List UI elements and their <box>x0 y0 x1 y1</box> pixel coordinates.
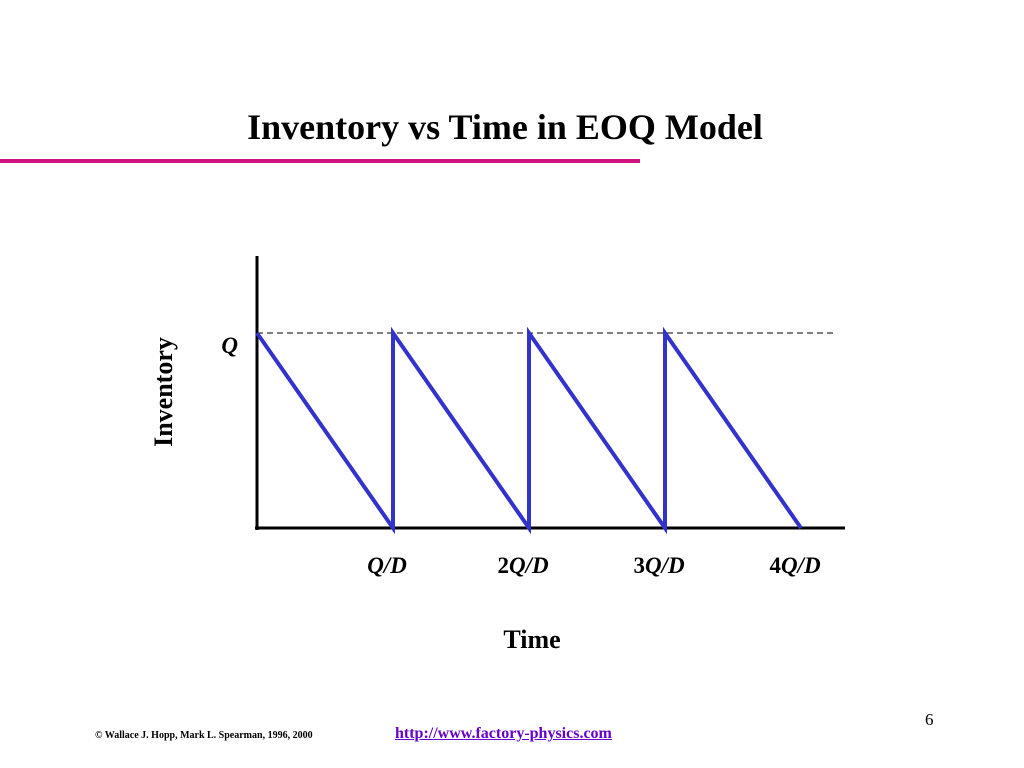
y-tick-label: Q <box>221 333 238 358</box>
slide-number: 6 <box>925 710 934 729</box>
x-tick-label: 4Q/D <box>769 553 821 578</box>
x-tick-label: 3Q/D <box>633 553 685 578</box>
x-axis-title: Time <box>503 625 560 654</box>
inventory-series-line <box>255 326 803 535</box>
y-tick-labels: Q <box>221 333 238 358</box>
x-tick-label: 2Q/D <box>497 553 549 578</box>
x-tick-label: Q/D <box>367 553 407 578</box>
title-rule <box>0 159 640 163</box>
y-axis-title: Inventory <box>149 337 178 447</box>
slide-title: Inventory vs Time in EOQ Model <box>247 107 763 147</box>
x-tick-labels: Q/D 2Q/D 3Q/D 4Q/D <box>367 553 821 578</box>
copyright-notice: © Wallace J. Hopp, Mark L. Spearman, 199… <box>95 730 313 741</box>
factory-physics-link[interactable]: http://www.factory-physics.com <box>395 725 612 742</box>
